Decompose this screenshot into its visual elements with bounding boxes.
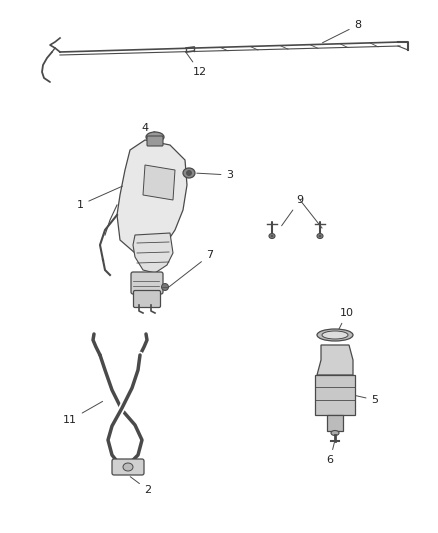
Text: 10: 10 [336,308,354,335]
Ellipse shape [146,132,164,142]
FancyBboxPatch shape [134,290,160,308]
Text: 7: 7 [167,250,214,288]
Ellipse shape [317,233,323,238]
Text: 9: 9 [282,195,304,226]
Ellipse shape [317,329,353,341]
Text: 1: 1 [77,186,123,210]
Ellipse shape [331,431,339,435]
FancyBboxPatch shape [147,136,163,146]
Text: 11: 11 [63,401,102,425]
Text: 8: 8 [322,20,361,43]
Text: 5: 5 [356,395,378,405]
Ellipse shape [322,331,348,339]
Polygon shape [133,233,173,273]
Ellipse shape [269,233,275,238]
FancyBboxPatch shape [112,459,144,475]
Polygon shape [327,415,343,431]
Text: 6: 6 [326,443,334,465]
Polygon shape [143,165,175,200]
Polygon shape [117,140,187,255]
Ellipse shape [318,235,321,237]
Ellipse shape [123,463,133,471]
Text: 12: 12 [187,53,207,77]
Ellipse shape [183,168,195,178]
Polygon shape [315,375,355,415]
Text: 2: 2 [130,477,152,495]
Ellipse shape [162,284,169,290]
Text: 4: 4 [141,123,155,133]
FancyBboxPatch shape [131,272,163,294]
Ellipse shape [187,171,191,175]
Polygon shape [317,345,353,375]
Ellipse shape [271,235,273,237]
Text: 3: 3 [197,170,233,180]
